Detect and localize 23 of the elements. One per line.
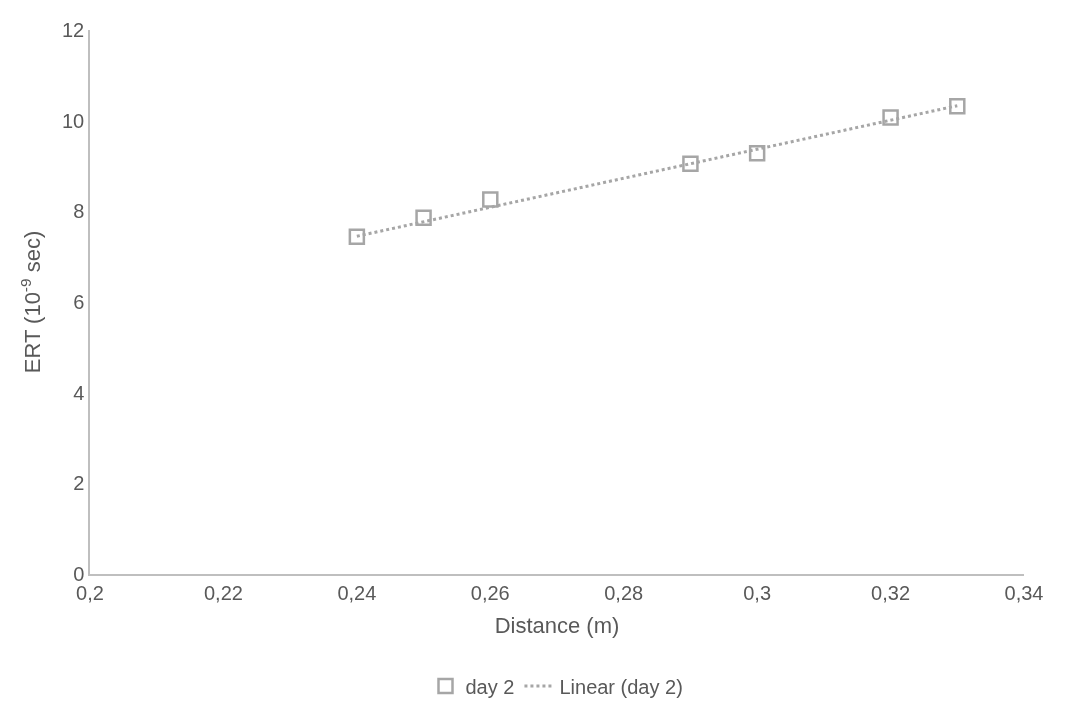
y-tick-label: 8 bbox=[73, 200, 85, 223]
point bbox=[348, 228, 366, 245]
x-tick-label: 0,28 bbox=[604, 581, 644, 604]
x-axis-title: Distance (m) bbox=[494, 613, 620, 639]
x-tick-label: 0,22 bbox=[203, 581, 243, 604]
point bbox=[482, 191, 499, 208]
point bbox=[748, 145, 766, 162]
legend-label: Linear (day 2) bbox=[559, 675, 683, 698]
legend-label: day 2 bbox=[465, 675, 515, 698]
x-tick-label: 0,3 bbox=[743, 581, 772, 604]
point bbox=[882, 109, 899, 126]
y-tick-label: 10 bbox=[62, 109, 85, 132]
point bbox=[682, 155, 699, 172]
x-tick-label: 0,24 bbox=[337, 581, 377, 604]
point bbox=[415, 209, 432, 226]
y-tick-label: 4 bbox=[73, 381, 85, 404]
y-tick-label: 12 bbox=[62, 19, 85, 41]
x-tick-label: 0,26 bbox=[470, 581, 510, 604]
y-tick-label: 6 bbox=[73, 291, 85, 313]
point bbox=[949, 97, 966, 115]
x-tick-label: 0,32 bbox=[871, 581, 911, 604]
x-tick-label: 0,34 bbox=[1004, 581, 1044, 604]
y-tick-label: 2 bbox=[73, 472, 85, 495]
